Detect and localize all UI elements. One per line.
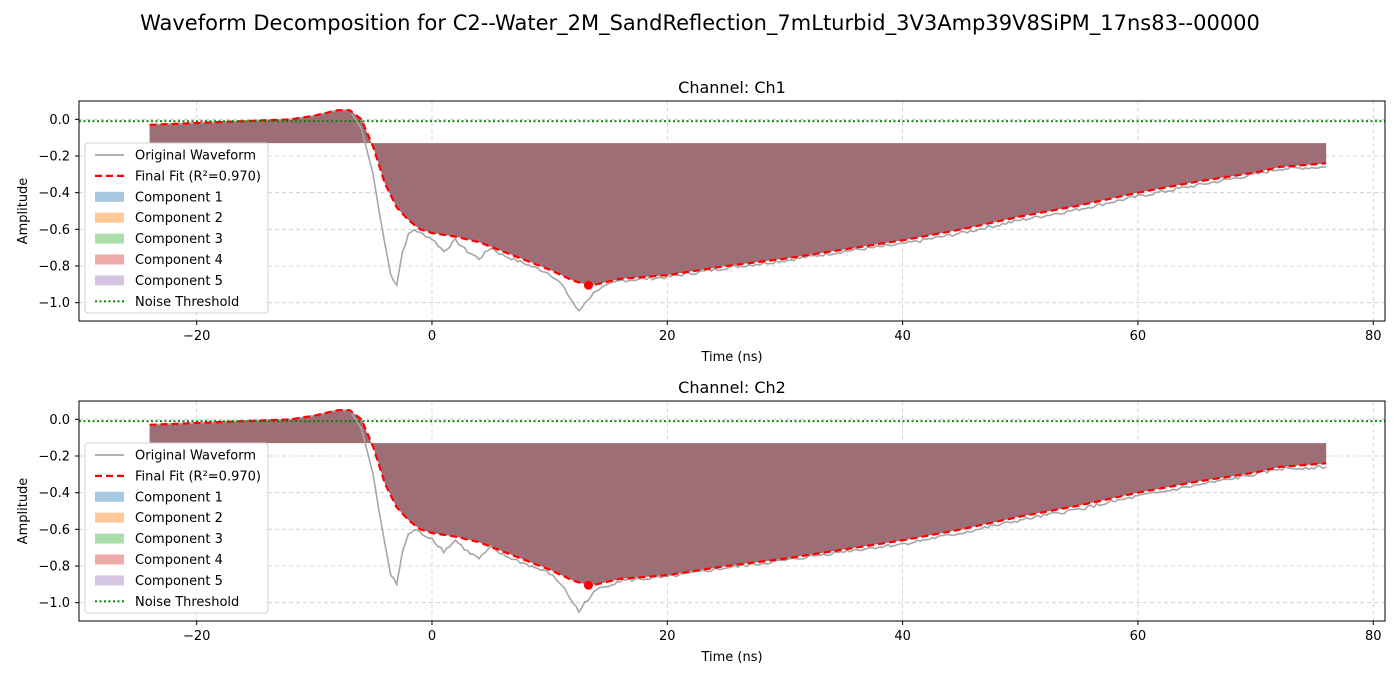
legend-handle-component-5 <box>95 575 124 586</box>
peak-marker <box>583 580 593 590</box>
y-tick-label: −0.6 <box>38 523 70 538</box>
legend-box <box>84 442 269 614</box>
legend-label: Component 3 <box>135 532 223 547</box>
chart-panel-1: Channel: Ch1 −20 0 20 40 60 80 0.0 −0.2 −0.4 −0.6 −… <box>16 78 1386 365</box>
y-tick-label: −1.0 <box>38 596 70 611</box>
legend-label: Final Fit (R²=0.970) <box>135 169 261 184</box>
legend-label: Noise Threshold <box>135 595 239 610</box>
legend-label: Component 1 <box>135 490 223 505</box>
final-fit-line <box>149 409 1327 587</box>
y-tick-label: −0.4 <box>38 186 70 201</box>
figure-title: Waveform Decomposition for C2--Water_2M_… <box>140 11 1260 36</box>
chart-title: Channel: Ch1 <box>678 78 786 97</box>
y-tick-label: −0.2 <box>38 150 70 165</box>
axes-frame <box>78 100 1386 322</box>
legend-label: Original Waveform <box>135 449 256 464</box>
x-tick-label: −20 <box>183 629 210 644</box>
x-tick-label: −20 <box>183 329 210 344</box>
y-tick-label: −0.8 <box>38 260 70 275</box>
y-tick-label: −1.0 <box>38 296 70 311</box>
component-stack-area <box>149 410 1327 586</box>
chart-title: Channel: Ch2 <box>678 378 786 397</box>
legend-label: Component 1 <box>135 190 223 205</box>
chart-panel-2: Channel: Ch2 −20 0 20 40 60 80 0.0 −0.2 −0.4 −0.6 −… <box>16 378 1386 665</box>
legend-handle-component-3 <box>95 533 124 544</box>
y-tick-label: −0.2 <box>38 450 70 465</box>
x-tick-label: 0 <box>428 329 436 344</box>
legend-label: Final Fit (R²=0.970) <box>135 469 261 484</box>
legend-handle-component-4 <box>95 554 124 565</box>
x-tick-label: 20 <box>659 329 676 344</box>
x-tick-label: 40 <box>894 629 911 644</box>
plot-area <box>79 409 1385 614</box>
final-fit-line <box>149 109 1327 287</box>
x-tick-label: 80 <box>1365 329 1382 344</box>
y-tick-label: 0.0 <box>49 413 70 428</box>
legend-label: Component 2 <box>135 511 223 526</box>
x-tick-label: 40 <box>894 329 911 344</box>
legend-handle-component-4 <box>95 254 124 265</box>
y-tick-label: −0.8 <box>38 560 70 575</box>
legend-box <box>84 142 269 314</box>
x-tick-label: 20 <box>659 629 676 644</box>
x-tick-label: 80 <box>1365 629 1382 644</box>
y-tick-label: −0.4 <box>38 486 70 501</box>
legend-label: Component 3 <box>135 232 223 247</box>
legend-label: Component 5 <box>135 274 223 289</box>
y-axis-label: Amplitude <box>16 478 31 545</box>
legend-handle-component-1 <box>95 191 124 202</box>
x-axis-label: Time (ns) <box>700 650 762 665</box>
legend-label: Component 5 <box>135 574 223 589</box>
legend: Original Waveform Final Fit (R²=0.970) Com… <box>84 442 269 614</box>
x-tick-label: 60 <box>1130 629 1147 644</box>
peak-marker <box>583 280 593 290</box>
original-waveform-line <box>149 409 1327 614</box>
original-waveform-line <box>149 109 1327 312</box>
component-stack-area <box>149 110 1327 286</box>
y-tick-label: 0.0 <box>49 113 70 128</box>
legend-label: Component 4 <box>135 553 223 568</box>
y-axis-label: Amplitude <box>16 178 31 245</box>
legend-label: Original Waveform <box>135 149 256 164</box>
legend-label: Component 4 <box>135 253 223 268</box>
legend-handle-component-5 <box>95 275 124 286</box>
legend-handle-component-3 <box>95 233 124 244</box>
legend-handle-component-2 <box>95 212 124 223</box>
legend-label: Noise Threshold <box>135 295 239 310</box>
axes-frame <box>78 400 1386 622</box>
y-tick-label: −0.6 <box>38 223 70 238</box>
x-axis-label: Time (ns) <box>700 350 762 365</box>
legend-handle-component-1 <box>95 491 124 502</box>
legend-handle-component-2 <box>95 512 124 523</box>
legend-label: Component 2 <box>135 211 223 226</box>
x-tick-label: 0 <box>428 629 436 644</box>
x-tick-label: 60 <box>1130 329 1147 344</box>
legend: Original Waveform Final Fit (R²=0.970) Com… <box>84 142 269 314</box>
plot-area <box>79 109 1385 312</box>
